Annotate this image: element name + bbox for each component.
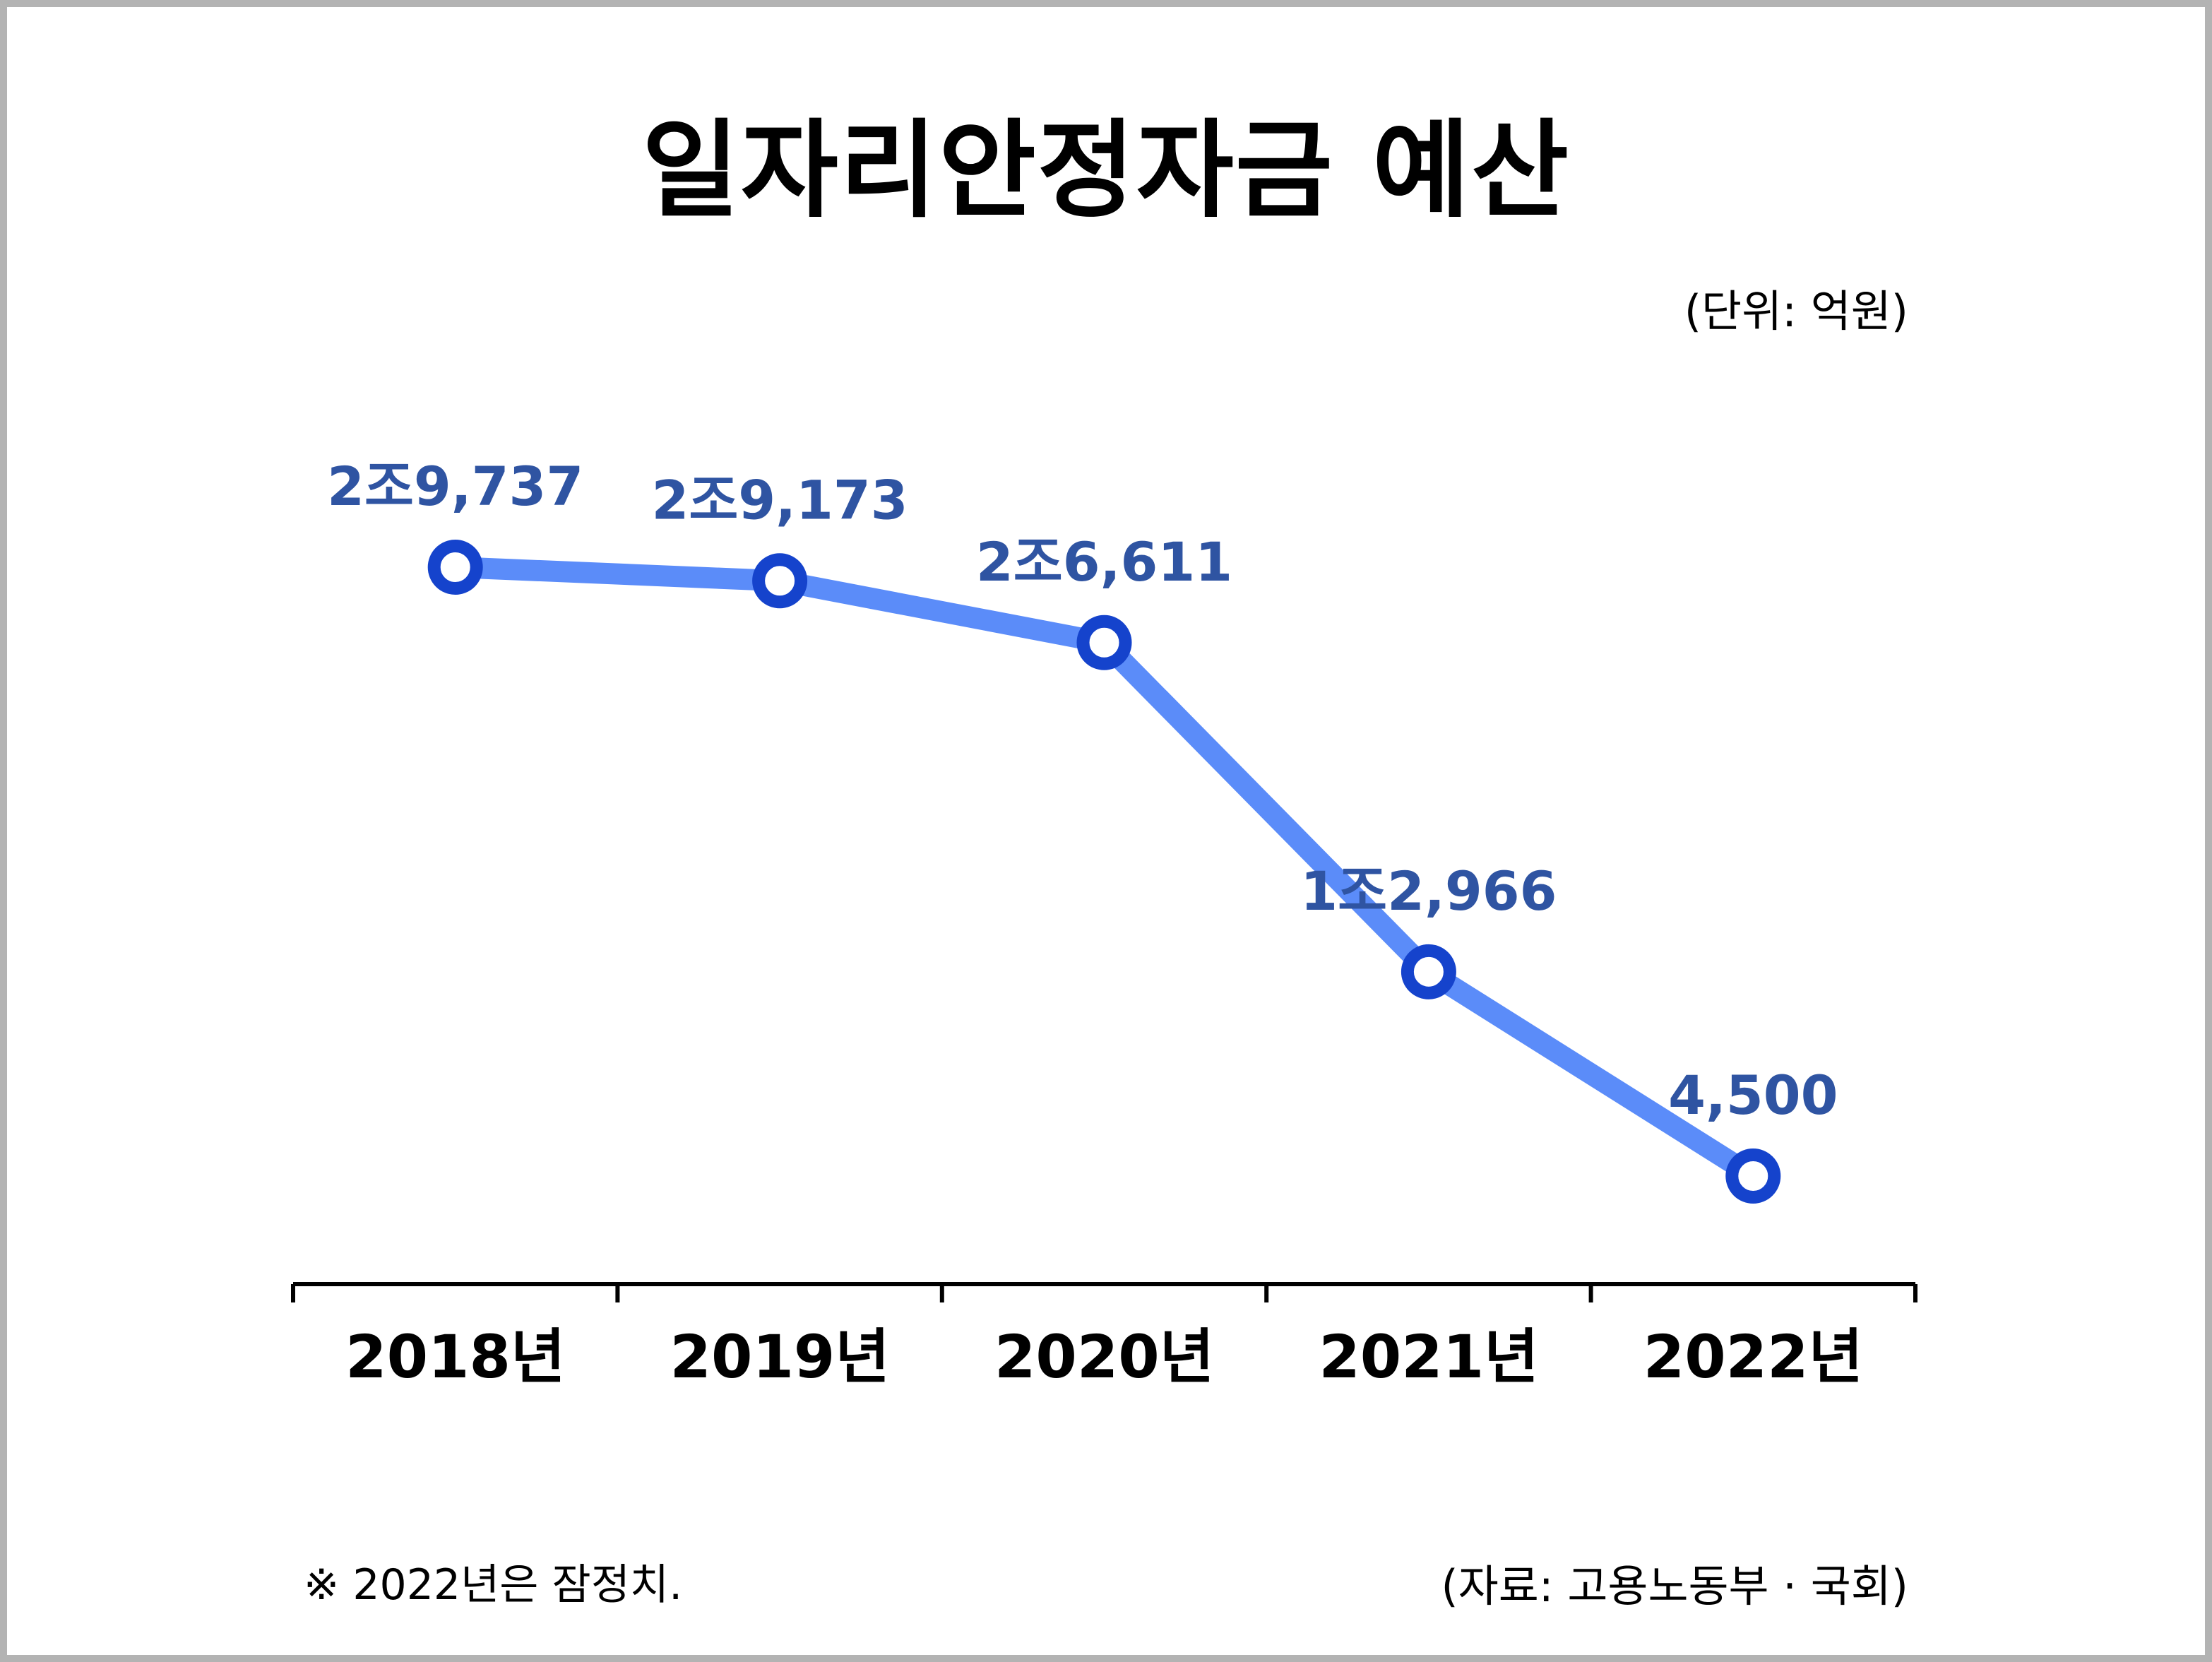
marker-group: [427, 540, 1781, 1204]
x-axis: [291, 1282, 1917, 1302]
x-tick-label: 2020년: [994, 1322, 1214, 1391]
data-point-marker: [1401, 944, 1456, 999]
data-point-marker: [752, 553, 808, 609]
x-tick-label: 2021년: [1319, 1322, 1538, 1391]
data-label: 2조9,173: [651, 468, 908, 531]
data-point-marker: [1725, 1148, 1781, 1204]
source-note: (자료: 고용노동부 · 국회): [1441, 1560, 1908, 1612]
data-label: 4,500: [1668, 1064, 1838, 1127]
x-tick-label: 2019년: [670, 1322, 890, 1391]
data-point-marker: [1076, 615, 1132, 670]
data-label: 2조6,611: [976, 530, 1232, 593]
x-tick-label-group: 2018년 2019년 2020년 2021년 2022년: [345, 1322, 1863, 1391]
footnote: ※ 2022년은 잠정치.: [304, 1560, 683, 1610]
data-label: 2조9,737: [327, 455, 583, 518]
data-point-marker: [427, 540, 483, 595]
x-tick-label: 2018년: [345, 1322, 565, 1391]
data-label: 1조2,966: [1300, 860, 1557, 922]
x-tick-label: 2022년: [1643, 1322, 1863, 1391]
chart-title: 일자리안정자금 예산: [641, 109, 1571, 232]
unit-label: (단위: 억원): [1684, 285, 1908, 337]
data-label-group: 2조9,737 2조9,173 2조6,611 1조2,966 4,500: [327, 455, 1838, 1127]
